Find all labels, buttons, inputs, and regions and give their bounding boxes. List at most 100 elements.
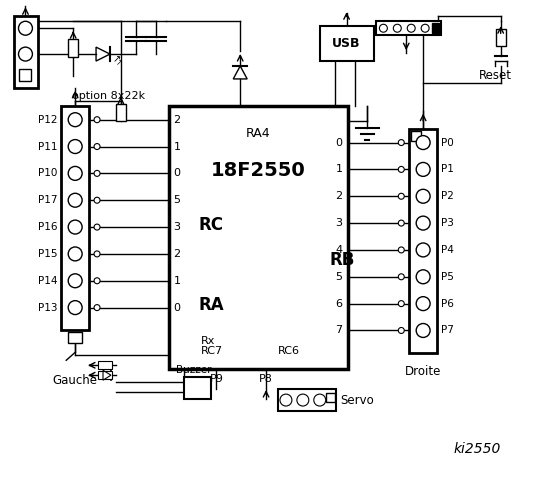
Circle shape xyxy=(18,47,33,61)
Text: 0: 0 xyxy=(174,168,181,179)
Text: Servo: Servo xyxy=(341,394,374,407)
Text: RC7: RC7 xyxy=(200,347,222,356)
Text: Reset: Reset xyxy=(479,70,512,83)
Text: P7: P7 xyxy=(441,325,454,336)
Circle shape xyxy=(94,224,100,230)
Circle shape xyxy=(68,274,82,288)
Text: 5: 5 xyxy=(174,195,181,205)
Text: 5: 5 xyxy=(336,272,343,282)
Text: P0: P0 xyxy=(441,138,454,147)
Circle shape xyxy=(94,251,100,257)
Text: P17: P17 xyxy=(38,195,58,205)
Circle shape xyxy=(68,300,82,314)
Bar xyxy=(320,26,374,61)
Text: P1: P1 xyxy=(441,165,454,174)
Bar xyxy=(432,23,439,33)
Circle shape xyxy=(398,220,404,226)
Bar xyxy=(495,29,505,46)
Text: RB: RB xyxy=(330,251,355,269)
Bar xyxy=(98,361,112,369)
Text: 3: 3 xyxy=(336,218,343,228)
Bar xyxy=(326,393,335,402)
Circle shape xyxy=(94,278,100,284)
Circle shape xyxy=(94,197,100,203)
Text: 0: 0 xyxy=(336,138,343,147)
Bar xyxy=(18,69,32,81)
Text: P6: P6 xyxy=(441,299,454,309)
Circle shape xyxy=(398,167,404,172)
Text: ↗: ↗ xyxy=(116,59,123,68)
Bar xyxy=(13,16,38,88)
Text: P8: P8 xyxy=(259,374,273,384)
Circle shape xyxy=(68,247,82,261)
Text: 2: 2 xyxy=(174,249,181,259)
Text: USB: USB xyxy=(332,36,361,49)
Circle shape xyxy=(379,24,387,32)
Text: P9: P9 xyxy=(210,374,223,384)
Circle shape xyxy=(398,247,404,253)
Circle shape xyxy=(421,24,429,32)
Bar xyxy=(184,377,211,399)
Text: option 8x22k: option 8x22k xyxy=(72,91,145,101)
Circle shape xyxy=(416,216,430,230)
Bar xyxy=(409,129,437,353)
Circle shape xyxy=(393,24,401,32)
Circle shape xyxy=(68,140,82,154)
Bar xyxy=(68,39,78,57)
Text: 4: 4 xyxy=(336,245,343,255)
Text: P14: P14 xyxy=(38,276,58,286)
Text: ki2550: ki2550 xyxy=(454,442,502,456)
Text: P12: P12 xyxy=(38,115,58,125)
Text: 2: 2 xyxy=(336,191,343,201)
Text: RC: RC xyxy=(199,216,223,234)
Text: P5: P5 xyxy=(441,272,454,282)
Circle shape xyxy=(398,300,404,307)
Circle shape xyxy=(94,144,100,150)
Text: P10: P10 xyxy=(38,168,58,179)
Circle shape xyxy=(94,305,100,311)
Circle shape xyxy=(94,117,100,123)
Text: P2: P2 xyxy=(441,191,454,201)
Text: P3: P3 xyxy=(441,218,454,228)
Circle shape xyxy=(398,274,404,280)
Text: P13: P13 xyxy=(38,302,58,312)
Text: 7: 7 xyxy=(336,325,343,336)
Text: P15: P15 xyxy=(38,249,58,259)
Text: Rx: Rx xyxy=(200,336,215,347)
Text: 1: 1 xyxy=(174,142,181,152)
Circle shape xyxy=(68,167,82,180)
Text: 1: 1 xyxy=(336,165,343,174)
Text: Gauche: Gauche xyxy=(53,374,98,387)
Text: ↗: ↗ xyxy=(113,54,121,64)
Text: RA: RA xyxy=(199,296,224,313)
Circle shape xyxy=(68,113,82,127)
Text: RA4: RA4 xyxy=(246,127,270,140)
Circle shape xyxy=(416,297,430,311)
Circle shape xyxy=(416,270,430,284)
Text: RC6: RC6 xyxy=(278,347,300,356)
Circle shape xyxy=(314,394,326,406)
Text: 2: 2 xyxy=(174,115,181,125)
Circle shape xyxy=(68,193,82,207)
Circle shape xyxy=(416,324,430,337)
Text: 0: 0 xyxy=(174,302,181,312)
Circle shape xyxy=(398,193,404,199)
Text: P16: P16 xyxy=(38,222,58,232)
Bar xyxy=(169,106,348,369)
Circle shape xyxy=(416,136,430,150)
Text: 6: 6 xyxy=(336,299,343,309)
Circle shape xyxy=(94,170,100,176)
Circle shape xyxy=(398,140,404,145)
Circle shape xyxy=(416,243,430,257)
Text: P4: P4 xyxy=(441,245,454,255)
Circle shape xyxy=(280,394,292,406)
Circle shape xyxy=(68,220,82,234)
Text: 1: 1 xyxy=(174,276,181,286)
Circle shape xyxy=(297,394,309,406)
Bar xyxy=(377,21,441,35)
Text: Buzzer: Buzzer xyxy=(176,365,211,375)
Bar xyxy=(61,106,89,330)
Bar xyxy=(411,131,421,141)
Bar xyxy=(116,104,126,120)
Bar xyxy=(68,333,82,343)
